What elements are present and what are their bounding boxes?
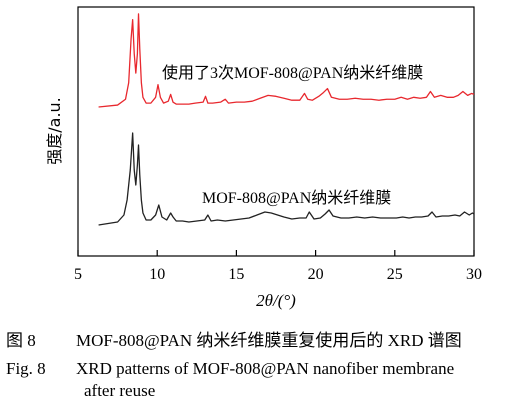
series-annotation-0: 使用了3次MOF-808@PAN纳米纤维膜 <box>162 64 423 82</box>
xrd-chart: 5 10 15 20 25 30 使用了3次MOF-808@PAN纳米纤维膜 MOF-808… <box>45 6 482 310</box>
caption-en-text: XRD patterns of MOF-808@PAN nanofiber me… <box>76 359 455 378</box>
x-axis-label: 2θ/(°) <box>256 291 296 310</box>
series-group <box>98 13 475 226</box>
caption-zh-text: MOF-808@PAN 纳米纤维膜重复使用后的 XRD 谱图 <box>76 331 462 350</box>
series-annotation-1: MOF-808@PAN纳米纤维膜 <box>202 189 391 207</box>
x-tick-label: 20 <box>308 266 324 283</box>
plot-frame <box>77 6 475 257</box>
series-annotations: 使用了3次MOF-808@PAN纳米纤维膜 MOF-808@PAN纳米纤维膜 <box>162 64 423 207</box>
x-tick-label: 30 <box>466 266 482 283</box>
figure-caption-en: Fig. 8 XRD patterns of MOF-808@PAN nanofi… <box>6 359 454 379</box>
figure-caption-zh: 图 8 MOF-808@PAN 纳米纤维膜重复使用后的 XRD 谱图 <box>6 331 462 351</box>
x-tick-label: 5 <box>74 266 82 283</box>
series-line-0 <box>98 13 475 108</box>
series-line-1 <box>98 132 475 226</box>
figure-caption-en-line2: after reuse <box>84 381 156 400</box>
x-axis-ticks: 5 10 15 20 25 30 <box>74 250 482 283</box>
x-tick-label: 15 <box>228 266 244 283</box>
y-axis-label: 强度/a.u. <box>45 97 64 165</box>
caption-en-label: Fig. 8 <box>6 359 46 378</box>
x-tick-label: 25 <box>387 266 403 283</box>
x-tick-label: 10 <box>149 266 165 283</box>
caption-zh-label: 图 8 <box>6 331 36 350</box>
